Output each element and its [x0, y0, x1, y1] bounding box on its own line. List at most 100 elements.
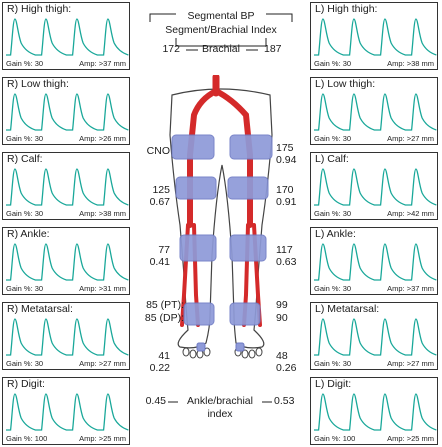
l-calf-bp: 170: [276, 184, 294, 196]
panel-title: L) Metatarsal:: [315, 303, 380, 315]
waveform-panel-r-digit: R) Digit: Gain %: 100 Amp: >25 mm: [2, 377, 130, 445]
abi-dash-right: [262, 401, 272, 403]
l-dp-value: 90: [276, 312, 288, 324]
waveform-trace: [6, 243, 129, 281]
amp-label: Amp: >42 mm: [387, 209, 434, 218]
waveform-trace: [6, 393, 129, 431]
l-high-thigh-bp: 175: [276, 142, 294, 154]
amp-label: Amp: >25 mm: [79, 434, 126, 443]
pvr-waveform: [6, 243, 129, 281]
pvr-waveform: [314, 18, 437, 56]
panel-title: R) Calf:: [7, 153, 43, 165]
header-subtitle: Segment/Brachial Index: [165, 24, 277, 36]
cuff-l-ankle: [229, 234, 267, 262]
gain-label: Gain %: 30: [314, 134, 352, 143]
waveform-panel-l-low-thigh: L) Low thigh: Gain %: 30 Amp: >27 mm: [310, 77, 438, 145]
waveform-trace: [314, 318, 437, 356]
waveform-panel-l-calf: L) Calf: Gain %: 30 Amp: >42 mm: [310, 152, 438, 220]
l-pt-value: 99: [276, 299, 288, 311]
l-toe-index: 0.26: [276, 362, 297, 374]
amp-label: Amp: >27 mm: [387, 134, 434, 143]
l-ankle-bp: 117: [276, 244, 293, 256]
toe-cuffs: [196, 342, 245, 352]
abi-dash-left: [168, 401, 178, 403]
r-high-thigh-value: CNO: [146, 145, 170, 157]
panel-title: L) Calf:: [315, 153, 349, 165]
abi-left-value: 0.53: [274, 395, 295, 407]
gain-label: Gain %: 30: [6, 134, 44, 143]
pvr-waveform: [314, 318, 437, 356]
panel-title: R) Ankle:: [7, 228, 50, 240]
waveform-panel-l-digit: L) Digit: Gain %: 100 Amp: >25 mm: [310, 377, 438, 445]
cuff-l-metatarsal: [229, 302, 261, 326]
panel-title: R) High thigh:: [7, 3, 72, 15]
l-high-thigh-index: 0.94: [276, 154, 297, 166]
waveform-panel-r-low-thigh: R) Low thigh: Gain %: 30 Amp: >26 mm: [2, 77, 130, 145]
abi-label: Ankle/brachial: [187, 395, 253, 407]
waveform-panel-l-ankle: L) Ankle: Gain %: 30 Amp: >37 mm: [310, 227, 438, 295]
r-pt-value: 85 (PT):: [146, 299, 184, 311]
gain-label: Gain %: 30: [6, 359, 44, 368]
amp-label: Amp: >26 mm: [79, 134, 126, 143]
r-dp-value: 85 (DP):: [144, 312, 184, 324]
waveform-trace: [314, 393, 437, 431]
legs-illustration: [169, 75, 273, 359]
gain-label: Gain %: 30: [314, 59, 352, 68]
waveform-trace: [314, 18, 437, 56]
gain-label: Gain %: 30: [6, 209, 44, 218]
amp-label: Amp: >31 mm: [79, 284, 126, 293]
pvr-waveform: [6, 393, 129, 431]
waveform-trace: [314, 93, 437, 131]
waveform-trace: [6, 318, 129, 356]
l-calf-index: 0.91: [276, 196, 297, 208]
cuff-r-high-thigh: [171, 134, 215, 160]
panel-title: R) Metatarsal:: [7, 303, 73, 315]
r-calf-index: 0.67: [149, 196, 170, 208]
pvr-waveform: [314, 243, 437, 281]
cuff-l-high-thigh: [229, 134, 273, 160]
abi-right-value: 0.45: [145, 395, 166, 407]
amp-label: Amp: >37 mm: [387, 284, 434, 293]
gain-label: Gain %: 30: [314, 284, 352, 293]
brachial-dash-left: [186, 49, 198, 51]
bp-cuffs: [171, 134, 273, 326]
waveform-trace: [6, 168, 129, 206]
r-ankle-index: 0.41: [149, 256, 170, 268]
panel-title: L) Low thigh:: [315, 78, 376, 90]
r-ankle-bp: 77: [158, 244, 170, 256]
cuff-r-metatarsal: [183, 302, 215, 326]
pvr-waveform: [6, 93, 129, 131]
pvr-waveform: [6, 18, 129, 56]
cuff-r-ankle: [179, 234, 217, 262]
amp-label: Amp: >25 mm: [387, 434, 434, 443]
brachial-left-value: 187: [264, 43, 282, 55]
waveform-panel-r-metatarsal: R) Metatarsal: Gain %: 30 Amp: >27 mm: [2, 302, 130, 370]
r-toe-index: 0.22: [149, 362, 170, 374]
gain-label: Gain %: 100: [6, 434, 48, 443]
gain-label: Gain %: 30: [314, 209, 352, 218]
waveform-panel-r-ankle: R) Ankle: Gain %: 30 Amp: >31 mm: [2, 227, 130, 295]
panel-title: L) High thigh:: [315, 3, 378, 15]
gain-label: Gain %: 100: [314, 434, 356, 443]
cuff-r-calf: [175, 176, 217, 200]
brachial-right-value: 172: [162, 43, 180, 55]
waveform-trace: [6, 18, 129, 56]
panel-title: R) Low thigh:: [7, 78, 69, 90]
amp-label: Amp: >27 mm: [387, 359, 434, 368]
amp-label: Amp: >37 mm: [79, 59, 126, 68]
gain-label: Gain %: 30: [6, 59, 44, 68]
l-toe-bp: 48: [276, 350, 288, 362]
panel-title: L) Digit:: [315, 378, 352, 390]
gain-label: Gain %: 30: [6, 284, 44, 293]
panel-title: L) Ankle:: [315, 228, 356, 240]
pvr-waveform: [314, 168, 437, 206]
amp-label: Amp: >38 mm: [387, 59, 434, 68]
panel-title: R) Digit:: [7, 378, 45, 390]
waveform-trace: [6, 93, 129, 131]
pvr-waveform: [6, 168, 129, 206]
waveform-panel-r-high-thigh: R) High thigh: Gain %: 30 Amp: >37 mm: [2, 2, 130, 70]
abi-label-index: index: [207, 408, 233, 420]
waveform-panel-r-calf: R) Calf: Gain %: 30 Amp: >38 mm: [2, 152, 130, 220]
header-bracket: [149, 13, 293, 47]
r-calf-bp: 125: [152, 184, 170, 196]
